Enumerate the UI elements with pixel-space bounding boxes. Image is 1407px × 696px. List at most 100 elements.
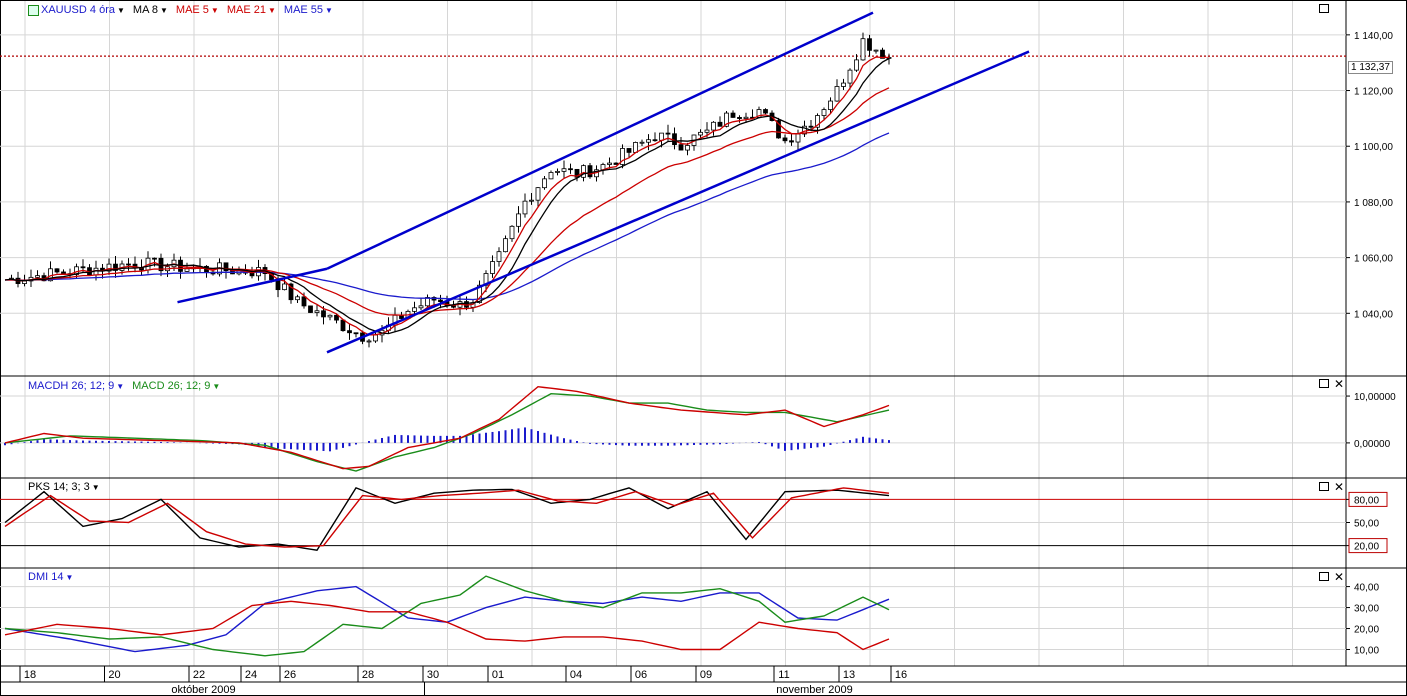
x-tick-label: 13: [843, 669, 855, 681]
indicator-dmi[interactable]: DMI 14 ▼: [28, 571, 74, 583]
x-tick-label: 04: [570, 669, 582, 681]
x-tick-label: 09: [700, 669, 712, 681]
indicator-tick-label: 20,00: [1354, 625, 1379, 636]
indicator-series-line: [4, 385, 890, 470]
candle-body: [425, 297, 430, 307]
candle-body: [867, 38, 872, 51]
stoch-legend: PKS 14; 3; 3 ▼: [28, 480, 100, 494]
symbol-selector[interactable]: XAUUSD 4 óra ▼: [28, 4, 125, 16]
candle-body: [477, 284, 482, 303]
maximize-price-pane-button[interactable]: [1319, 4, 1329, 13]
candle-body: [301, 296, 307, 307]
candle-body: [613, 162, 619, 165]
candle-body: [815, 115, 820, 128]
candle-body: [860, 38, 866, 61]
indicator-tick-label: 50,00: [1354, 519, 1379, 530]
x-tick-label: 18: [24, 669, 36, 681]
month-label: november 2009: [776, 684, 852, 696]
chevron-down-icon: ▼: [210, 5, 219, 15]
x-tick-label: 11: [778, 669, 789, 681]
moving-average-line: [4, 57, 890, 335]
indicator-tick-label: 0,00000: [1354, 439, 1391, 450]
candle-body: [821, 109, 827, 116]
candle-body: [834, 86, 840, 102]
candle-body: [295, 296, 300, 301]
chevron-down-icon: ▼: [65, 572, 74, 582]
x-tick-label: 24: [245, 669, 257, 681]
candle-body: [711, 121, 716, 131]
indicator-macd[interactable]: MACD 26; 12; 9 ▼: [132, 380, 221, 392]
indicator-series-line: [4, 392, 890, 472]
maximize-stoch-pane-button[interactable]: [1319, 482, 1329, 491]
x-tick-label: 28: [362, 669, 374, 681]
moving-average-line: [5, 132, 890, 301]
x-tick-label: 22: [193, 669, 205, 681]
threshold-label-box: [1348, 491, 1388, 507]
candle-body: [561, 168, 567, 172]
last-price-tag: 1 132,37: [1348, 61, 1393, 74]
candle-body: [80, 266, 86, 269]
indicator-series-line: [4, 487, 890, 551]
candle-body: [509, 225, 515, 240]
x-tick-label: 30: [427, 669, 439, 681]
channel-lower-line: [326, 50, 1030, 354]
candle-body: [776, 120, 781, 139]
candle-body: [366, 340, 372, 343]
indicator-series-line: [4, 487, 890, 548]
candle-body: [730, 112, 736, 118]
candle-body: [795, 133, 801, 143]
threshold-label-box: [1348, 538, 1388, 554]
price-tick-label: 1 040,00: [1354, 309, 1393, 320]
candle-body: [353, 332, 359, 335]
close-dmi-pane-icon[interactable]: ✕: [1333, 570, 1345, 584]
macd-legend: MACDH 26; 12; 9 ▼ MACD 26; 12; 9 ▼: [28, 379, 220, 393]
indicator-series-line: [4, 575, 890, 657]
channel-extension-line: [177, 267, 328, 304]
price-legend: XAUUSD 4 óra ▼ MA 8 ▼ MAE 5 ▼ MAE 21 ▼ M…: [28, 3, 333, 17]
month-label: október 2009: [171, 684, 235, 696]
indicator-series-line: [4, 600, 890, 651]
indicator-tick-label: 10,00: [1354, 646, 1379, 657]
candle-body: [659, 132, 664, 141]
chevron-down-icon: ▼: [116, 5, 125, 15]
indicator-mae21[interactable]: MAE 21 ▼: [226, 4, 276, 16]
indicator-mae5[interactable]: MAE 5 ▼: [175, 4, 219, 16]
candle-body: [113, 263, 118, 271]
close-stoch-pane-icon[interactable]: ✕: [1333, 480, 1345, 494]
candle-body: [633, 142, 638, 153]
candle-body: [717, 121, 723, 127]
indicator-pks[interactable]: PKS 14; 3; 3 ▼: [28, 481, 100, 493]
indicator-tick-label: 10,00000: [1354, 392, 1396, 403]
indicator-tick-label: 40,00: [1354, 583, 1379, 594]
candle-body: [35, 275, 40, 278]
chevron-down-icon: ▼: [91, 482, 100, 492]
indicator-mae55[interactable]: MAE 55 ▼: [283, 4, 333, 16]
candle-body: [373, 334, 378, 342]
candle-body: [652, 139, 658, 142]
candle-body: [308, 305, 313, 313]
x-tick-label: 06: [635, 669, 647, 681]
candle-body: [581, 165, 586, 178]
x-tick-label: 16: [895, 669, 907, 681]
candle-body: [568, 168, 573, 171]
indicator-ma8[interactable]: MA 8 ▼: [132, 4, 168, 16]
candle-body: [106, 263, 112, 272]
candle-body: [347, 330, 352, 334]
candle-body: [126, 263, 131, 266]
candle-body: [828, 100, 833, 111]
price-tick-label: 1 080,00: [1354, 198, 1393, 209]
close-macd-pane-icon[interactable]: ✕: [1333, 377, 1345, 391]
candle-body: [743, 116, 749, 119]
channel-upper-line: [326, 11, 874, 270]
candle-body: [626, 148, 632, 153]
candle-body: [880, 49, 885, 59]
candle-body: [789, 140, 794, 143]
candle-body: [698, 131, 703, 136]
maximize-dmi-pane-button[interactable]: [1319, 572, 1329, 581]
indicator-macdh[interactable]: MACDH 26; 12; 9 ▼: [28, 380, 125, 392]
maximize-macd-pane-button[interactable]: [1319, 379, 1329, 388]
chevron-down-icon: ▼: [116, 381, 125, 391]
candle-body: [782, 137, 788, 142]
candle-body: [854, 59, 859, 71]
candle-body: [685, 145, 690, 151]
